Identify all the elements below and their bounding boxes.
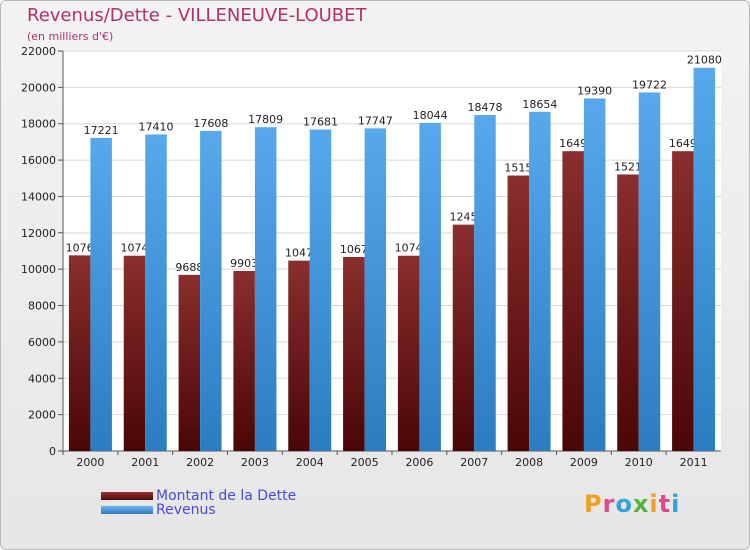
logo-letter: x [632,490,650,518]
bar-revenus [90,137,112,451]
legend-swatch-dette [101,492,153,500]
x-tick-label: 2011 [680,456,708,469]
bar-revenus [254,127,277,451]
bar-revenus [474,115,496,451]
data-label-revenus: 19390 [577,84,612,97]
bar-dette [672,151,694,451]
legend: Montant de la Dette Revenus [101,488,297,518]
data-label-revenus: 17747 [358,114,393,127]
data-label-dette: 1521 [614,160,642,173]
legend-label-dette: Montant de la Dette [156,488,297,504]
data-label-revenus: 17809 [248,113,283,126]
legend-label-revenus: Revenus [156,502,216,518]
y-tick-label: 18000 [21,118,56,131]
bar-revenus [419,122,441,451]
x-tick-label: 2009 [570,456,598,469]
data-label-revenus: 17608 [193,117,228,130]
logo-letter: o [615,490,633,518]
bar-dette [452,224,475,451]
data-label-dette: 1515 [504,162,532,175]
data-label-revenus: 21080 [687,54,722,67]
y-tick-label: 6000 [28,336,56,349]
logo-letter: t [658,490,672,518]
bar-revenus [693,67,716,452]
data-label-dette: 1649 [669,137,697,150]
y-tick-label: 2000 [28,409,56,422]
chart-subtitle: (en milliers d'€) [27,30,114,43]
bar-dette [397,255,420,451]
x-tick-label: 2007 [460,456,488,469]
bar-revenus [364,128,387,451]
bar-revenus [200,130,222,451]
data-label-dette: 1047 [285,247,313,260]
bar-revenus [529,111,551,451]
x-tick-label: 2010 [625,456,653,469]
data-label-dette: 1245 [450,211,478,224]
x-tick-label: 2000 [76,456,104,469]
y-tick-label: 0 [49,445,56,458]
logo-letter: i [671,490,681,518]
x-tick-label: 2005 [351,456,379,469]
bar-revenus [638,92,661,451]
bar-revenus [309,129,332,451]
bar-dette [562,151,584,451]
bar-dette [178,274,201,451]
x-tick-label: 2002 [186,456,214,469]
logo-letter: r [602,490,616,518]
data-label-revenus: 18478 [468,101,503,114]
y-tick-label: 20000 [21,81,56,94]
logo-letter: i [649,490,659,518]
data-label-dette: 1074 [121,242,149,255]
x-tick-label: 2006 [405,456,433,469]
chart-title: Revenus/Dette - VILLENEUVE-LOUBET [27,5,367,26]
legend-item-dette: Montant de la Dette [101,488,297,504]
logo-letter: P [584,490,603,518]
data-label-dette: 9903 [230,257,258,270]
data-label-revenus: 18044 [413,109,448,122]
data-label-revenus: 17221 [84,124,119,137]
bar-dette [507,175,530,451]
y-tick-label: 16000 [21,154,56,167]
bar-dette [123,255,146,451]
legend-item-revenus: Revenus [101,502,296,518]
y-tick-label: 8000 [28,300,56,313]
bar-dette [233,270,255,451]
data-label-dette: 1067 [340,243,368,256]
data-label-dette: 9688 [175,261,203,274]
y-tick-label: 12000 [21,227,56,240]
y-tick-label: 14000 [21,190,56,203]
bar-dette [617,174,639,452]
data-label-revenus: 17681 [303,116,338,129]
data-label-dette: 1649 [559,137,587,150]
bar-revenus [145,134,167,452]
x-tick-label: 2003 [241,456,269,469]
legend-swatch-revenus [101,506,153,514]
bar-revenus [583,98,606,452]
data-label-dette: 1074 [395,242,423,255]
bar-dette [343,257,365,451]
y-tick-label: 4000 [28,372,56,385]
data-label-revenus: 17410 [139,120,174,133]
x-tick-label: 2001 [131,456,159,469]
data-label-dette: 1076 [66,241,94,254]
y-tick-label: 22000 [21,45,56,58]
y-tick-label: 10000 [21,263,56,276]
plot-area [63,51,721,451]
x-tick-label: 2004 [296,456,324,469]
bar-dette [288,260,310,451]
x-tick-label: 2008 [515,456,543,469]
data-label-revenus: 18654 [522,98,557,111]
proxiti-logo: Proxiti [584,490,680,518]
data-label-revenus: 19722 [632,78,667,91]
bar-dette [68,255,91,451]
